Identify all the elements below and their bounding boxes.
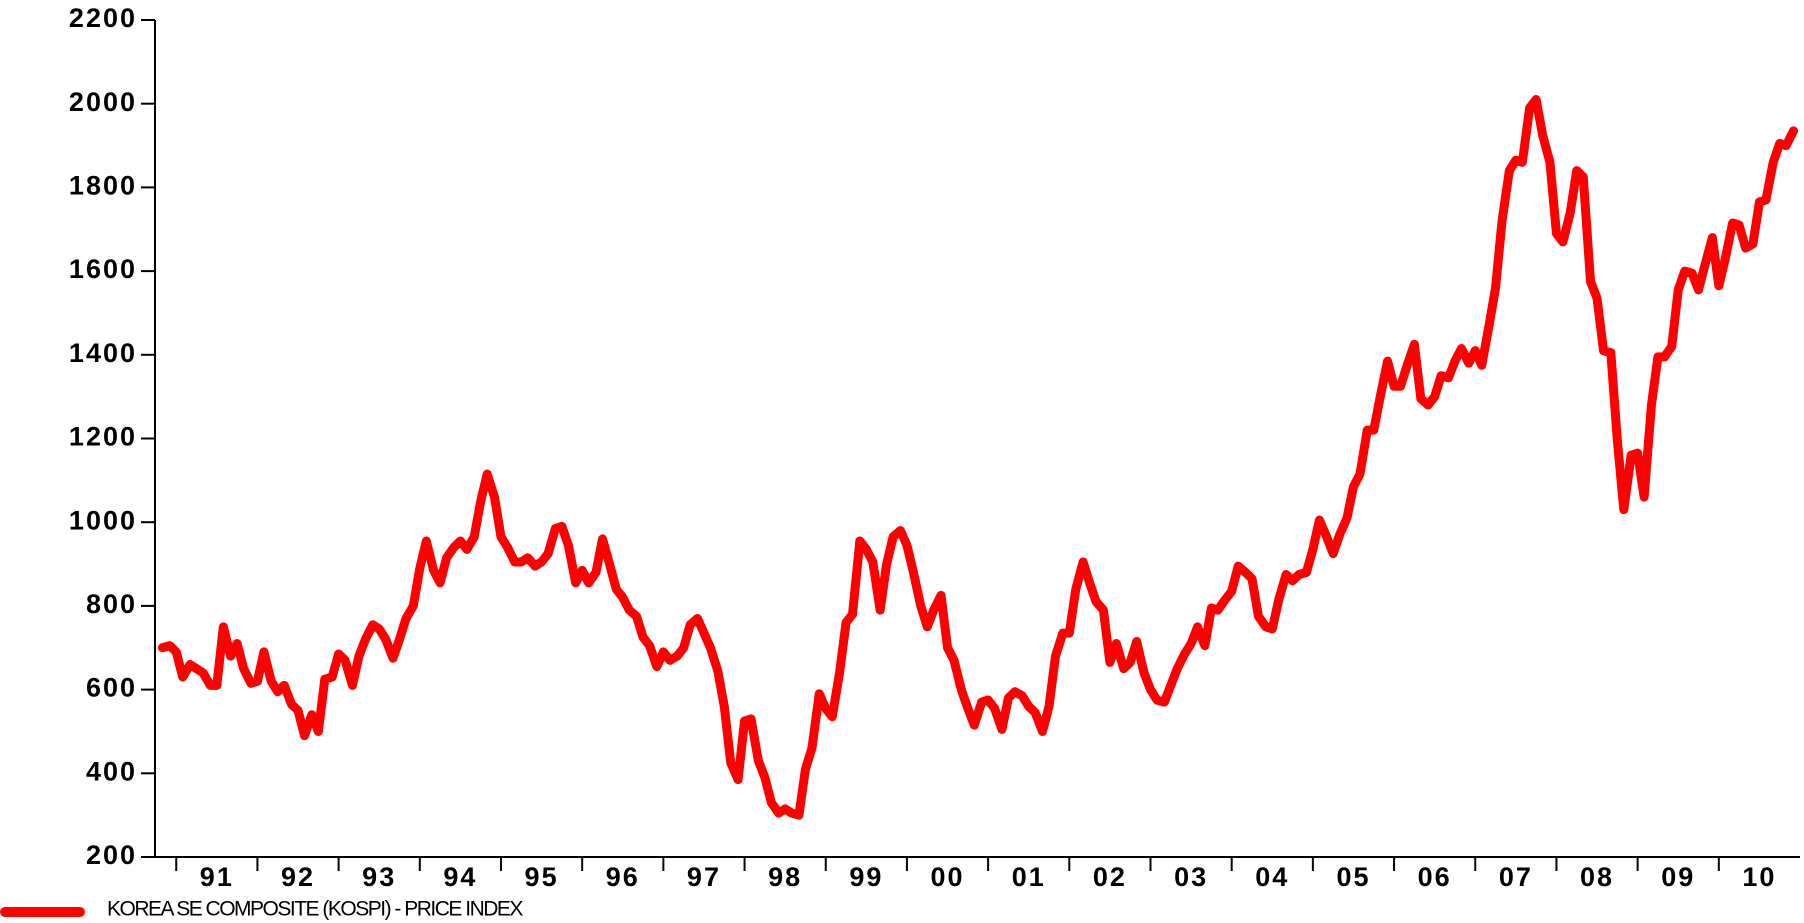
- x-tick-label: 96: [606, 862, 640, 892]
- y-tick-label: 400: [86, 756, 137, 786]
- y-tick-label: 2200: [69, 3, 137, 33]
- x-tick-label: 09: [1661, 862, 1695, 892]
- x-tick-label: 04: [1255, 862, 1289, 892]
- y-tick-label: 1200: [69, 422, 137, 452]
- x-tick-label: 03: [1174, 862, 1208, 892]
- y-tick-label: 800: [86, 589, 137, 619]
- y-tick-label: 1600: [69, 254, 137, 284]
- x-tick-label: 94: [443, 862, 477, 892]
- y-tick-label: 1000: [69, 505, 137, 535]
- y-tick-label: 200: [86, 840, 137, 870]
- x-tick-label: 02: [1093, 862, 1127, 892]
- y-tick-label: 2000: [69, 87, 137, 117]
- x-tick-label: 05: [1336, 862, 1370, 892]
- x-tick-label: 91: [200, 862, 234, 892]
- x-tick-label: 00: [931, 862, 965, 892]
- legend-label: KOREA SE COMPOSITE (KOSPI) - PRICE INDEX: [107, 898, 523, 921]
- y-tick-label: 1800: [69, 171, 137, 201]
- x-tick-label: 10: [1742, 862, 1776, 892]
- x-tick-label: 08: [1580, 862, 1614, 892]
- x-tick-label: 93: [362, 862, 396, 892]
- x-tick-label: 99: [849, 862, 883, 892]
- x-tick-label: 06: [1418, 862, 1452, 892]
- x-tick-label: 07: [1499, 862, 1533, 892]
- x-tick-label: 01: [1012, 862, 1046, 892]
- data-line: [157, 95, 1798, 820]
- x-tick-label: 95: [525, 862, 559, 892]
- y-tick-label: 1400: [69, 338, 137, 368]
- y-tick-label: 600: [86, 673, 137, 703]
- x-tick-label: 98: [768, 862, 802, 892]
- x-tick-label: 92: [281, 862, 315, 892]
- x-tick-label: 97: [687, 862, 721, 892]
